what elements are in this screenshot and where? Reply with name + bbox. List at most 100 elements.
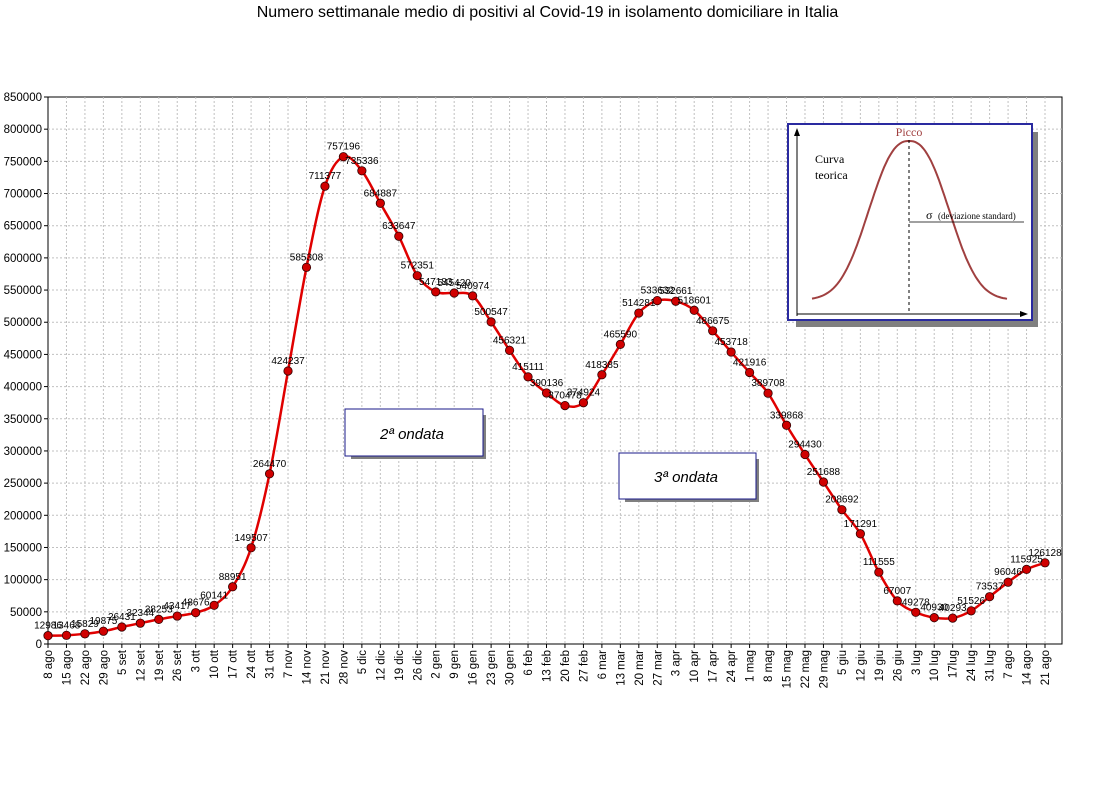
inset-sigma-symbol: σ xyxy=(926,208,933,222)
y-tick-label: 0 xyxy=(36,639,42,651)
data-label: 456321 xyxy=(493,335,527,346)
data-point xyxy=(320,181,330,191)
y-tick-label: 600000 xyxy=(4,253,42,265)
x-tick-label: 21 nov xyxy=(320,650,332,685)
y-tick-label: 800000 xyxy=(4,124,42,136)
data-label: 13468 xyxy=(53,620,81,631)
data-point xyxy=(486,317,496,327)
data-label: 465590 xyxy=(604,329,638,340)
x-tick-label: 5 set xyxy=(117,649,129,675)
data-label: 421916 xyxy=(733,357,767,368)
x-tick-label: 21 ago xyxy=(1040,650,1052,685)
data-label: 96046 xyxy=(994,567,1022,578)
annotation-2a-label: 2ª ondata xyxy=(379,426,444,443)
x-tick-label: 5 dic xyxy=(357,650,369,675)
data-label: 40293 xyxy=(939,603,967,614)
data-label: 684887 xyxy=(364,188,398,199)
x-tick-label: 24 apr xyxy=(726,650,738,683)
data-point xyxy=(634,308,644,318)
x-tick-label: 9 gen xyxy=(449,650,461,679)
data-label: 370478 xyxy=(548,391,582,402)
data-label: 15829 xyxy=(71,619,99,630)
x-tick-label: 7 nov xyxy=(283,650,295,678)
x-tick-label: 19 giu xyxy=(874,650,886,681)
x-tick-label: 8 mag xyxy=(763,650,775,682)
data-label: 540974 xyxy=(456,281,490,292)
x-tick-label: 7 ago xyxy=(1003,650,1015,679)
x-tick-label: 10 apr xyxy=(689,650,701,683)
data-point xyxy=(597,370,607,380)
inset-theoretical-curve: Picco Curva teorica σ (deviazione standa… xyxy=(787,123,1038,327)
data-point xyxy=(966,606,976,616)
data-label: 514281 xyxy=(622,298,656,309)
data-point xyxy=(818,477,829,487)
data-point xyxy=(837,505,847,515)
x-tick-label: 29 ago xyxy=(98,650,110,685)
data-point xyxy=(117,622,127,632)
data-point xyxy=(504,345,515,355)
data-point xyxy=(892,596,902,606)
x-tick-label: 17 apr xyxy=(708,650,720,683)
x-tick-label: 20 feb xyxy=(560,650,572,682)
data-point xyxy=(43,631,53,641)
x-tick-label: 1 mag xyxy=(745,650,757,682)
inset-curve-label-1: Curva xyxy=(815,152,845,166)
inset-peak-label: Picco xyxy=(896,125,923,139)
data-point xyxy=(283,366,293,376)
x-tick-label: 6 feb xyxy=(523,650,535,676)
data-point xyxy=(449,288,459,298)
data-labels: 1298613468158291987526431323443825343417… xyxy=(34,142,1062,632)
x-tick-label: 19 set xyxy=(154,649,166,681)
data-point xyxy=(264,469,275,479)
x-tick-label: 26 set xyxy=(172,649,184,681)
data-label: 26431 xyxy=(108,612,136,623)
data-label: 453718 xyxy=(714,337,748,348)
y-tick-label: 400000 xyxy=(4,382,42,394)
data-label: 49278 xyxy=(902,597,930,608)
x-tick-label: 13 mar xyxy=(615,650,627,686)
y-tick-label: 650000 xyxy=(4,221,42,233)
x-tick-label: 12 giu xyxy=(855,650,867,681)
data-label: 415111 xyxy=(512,362,544,373)
data-point xyxy=(154,614,164,624)
x-tick-label: 3 lug xyxy=(911,650,923,675)
x-tick-label: 28 nov xyxy=(338,650,350,685)
x-tick-label: 19 dic xyxy=(394,650,406,681)
data-point xyxy=(578,398,589,408)
x-tick-label: 31 lug xyxy=(985,650,997,681)
y-tick-label: 250000 xyxy=(4,478,42,490)
y-tick-label: 50000 xyxy=(10,607,42,619)
data-point xyxy=(560,400,570,411)
data-point xyxy=(228,582,238,592)
y-tick-label: 500000 xyxy=(4,317,42,329)
x-tick-label: 27 mar xyxy=(652,650,664,686)
inset-y-arrow xyxy=(794,128,800,136)
inset-curve-label-2: teorica xyxy=(815,168,848,182)
data-label: 115925 xyxy=(1010,554,1043,565)
data-point xyxy=(98,626,108,636)
data-label: 757196 xyxy=(327,142,361,153)
data-label: 73537 xyxy=(976,582,1004,593)
data-label: 545420 xyxy=(437,278,471,289)
data-label: 339868 xyxy=(770,410,804,421)
x-tick-label: 17lug xyxy=(948,650,960,678)
data-label: 38253 xyxy=(145,604,173,615)
data-point xyxy=(874,567,884,577)
data-label: 12986 xyxy=(34,621,62,632)
data-point xyxy=(61,630,72,640)
data-label: 633647 xyxy=(382,221,416,232)
x-tick-label: 22 ago xyxy=(80,650,92,685)
data-label: 19875 xyxy=(89,616,117,627)
x-tick-label: 5 giu xyxy=(837,650,849,675)
inset-x-arrow xyxy=(1020,311,1028,317)
x-tick-label: 24 lug xyxy=(966,650,978,681)
x-tick-label: 10 ott xyxy=(209,649,221,679)
data-label: 88951 xyxy=(219,572,247,583)
data-label: 111555 xyxy=(863,557,895,568)
data-point xyxy=(191,608,201,618)
x-tick-label: 29 mag xyxy=(818,650,830,688)
data-point xyxy=(135,618,145,628)
y-tick-label: 550000 xyxy=(4,285,42,297)
y-tick-label: 100000 xyxy=(4,575,42,587)
